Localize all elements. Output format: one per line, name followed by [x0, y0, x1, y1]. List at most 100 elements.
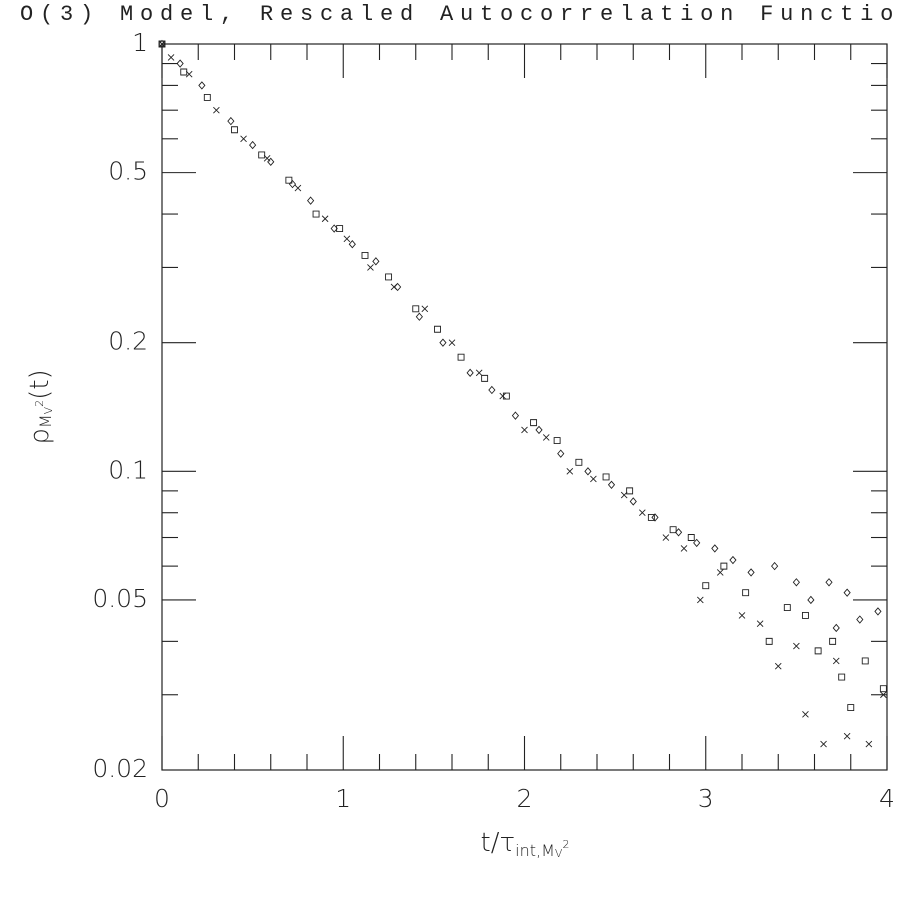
point	[607, 480, 616, 489]
point	[807, 595, 815, 605]
point	[521, 426, 528, 434]
y-axis-label: ρMV2(t)	[25, 369, 56, 444]
point	[267, 157, 275, 167]
point	[756, 620, 764, 627]
point	[475, 369, 483, 377]
point	[457, 353, 465, 361]
point	[312, 210, 320, 218]
point	[530, 419, 538, 427]
point	[771, 561, 779, 571]
y-label-main: ρ	[25, 428, 55, 445]
point	[680, 545, 688, 552]
point	[814, 647, 822, 655]
y-tick-label: 0.5	[108, 157, 148, 186]
point	[535, 425, 543, 435]
point	[227, 116, 235, 126]
point	[372, 257, 380, 266]
x-axis-label: t/τint,MV2	[481, 828, 570, 861]
point	[294, 184, 302, 192]
point	[801, 611, 809, 619]
y-tick-label: 0.05	[92, 584, 148, 613]
point	[434, 325, 441, 333]
point	[288, 179, 297, 189]
point	[511, 411, 520, 420]
point	[847, 704, 855, 712]
point	[553, 437, 561, 445]
point	[729, 555, 737, 565]
x-tick-label: 3	[698, 784, 714, 813]
point	[696, 596, 704, 604]
point	[874, 607, 882, 616]
point	[765, 637, 773, 645]
point	[198, 81, 206, 90]
point	[880, 691, 887, 699]
x-label-sub: int,M	[515, 841, 555, 860]
point	[575, 458, 583, 466]
point	[720, 562, 728, 570]
point	[832, 657, 840, 665]
point	[856, 615, 864, 624]
point	[783, 604, 791, 611]
point	[263, 155, 271, 162]
point	[711, 544, 719, 553]
point	[361, 252, 369, 259]
y-tick-label: 1	[132, 28, 148, 57]
point	[439, 338, 447, 347]
point	[390, 283, 398, 291]
point	[829, 637, 837, 645]
x-tick-label: 1	[335, 784, 351, 813]
point	[488, 385, 496, 395]
y-tick-label: 0.1	[108, 455, 148, 484]
point	[158, 39, 166, 49]
point	[747, 568, 755, 577]
point	[542, 434, 550, 441]
point	[861, 657, 869, 665]
point	[738, 612, 746, 619]
point	[865, 740, 873, 748]
point	[590, 475, 597, 483]
point	[421, 305, 429, 313]
x-tick-label: 2	[517, 784, 533, 813]
y-tick-label: 0.2	[108, 327, 148, 356]
point	[629, 497, 637, 506]
point	[662, 534, 670, 541]
y-label-sup: 2	[33, 400, 46, 407]
x-label-subsub: V	[555, 847, 563, 860]
point	[167, 54, 175, 61]
point	[180, 68, 188, 76]
point	[832, 623, 840, 633]
point	[774, 662, 782, 670]
point	[687, 534, 695, 541]
point	[742, 589, 750, 597]
x-tick-label: 0	[154, 784, 170, 813]
point	[336, 225, 344, 232]
y-label-subsub: V	[42, 406, 55, 414]
point	[385, 273, 393, 281]
point	[602, 473, 610, 481]
point	[367, 264, 374, 271]
point	[838, 673, 846, 681]
point	[203, 93, 211, 101]
y-tick-label: 0.02	[92, 754, 148, 783]
x-label-sup: 2	[562, 838, 569, 851]
x-label-main: t/τ	[481, 828, 516, 858]
point	[321, 215, 329, 223]
point	[566, 467, 574, 475]
point	[285, 176, 293, 184]
chart-title: O(3) Model, Rescaled Autocorrelation Fun…	[20, 2, 900, 27]
point	[394, 282, 402, 292]
point	[584, 467, 592, 476]
point	[843, 732, 851, 740]
point	[348, 240, 356, 249]
point	[343, 235, 351, 243]
plot-frame	[161, 43, 888, 771]
point	[716, 569, 724, 576]
point	[307, 196, 315, 205]
point	[620, 491, 628, 499]
point	[466, 368, 474, 378]
point	[499, 392, 507, 400]
x-tick-label: 4	[879, 784, 895, 813]
point	[231, 126, 238, 134]
point	[702, 582, 710, 590]
